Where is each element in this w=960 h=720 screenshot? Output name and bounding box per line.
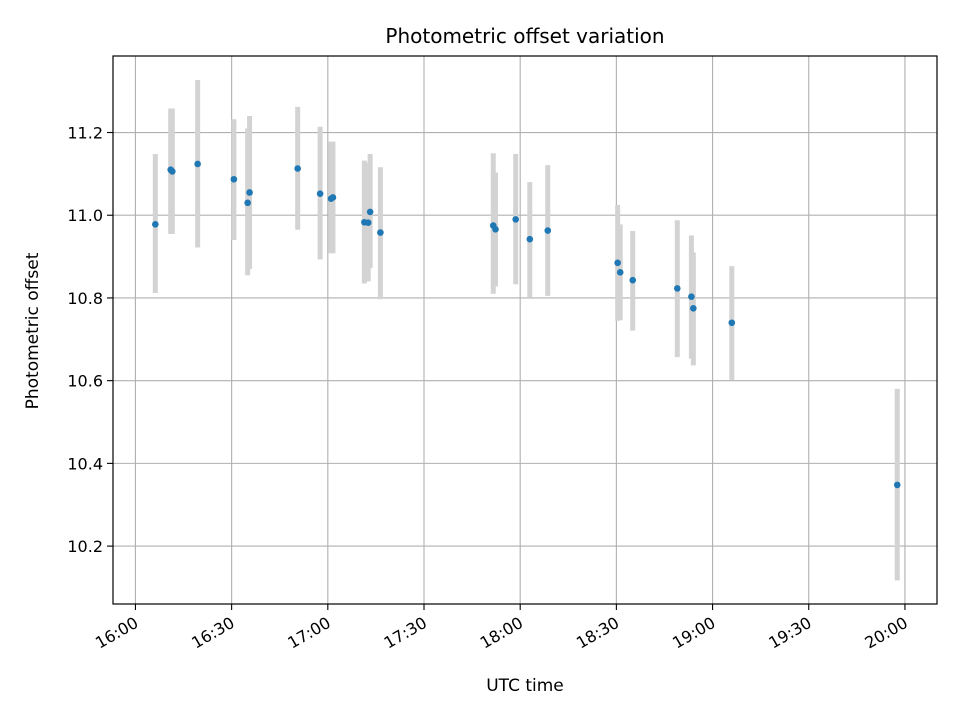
data-point	[169, 168, 176, 175]
data-point	[364, 219, 372, 226]
data-point	[544, 227, 552, 234]
data-point	[492, 225, 499, 233]
data-point	[512, 216, 520, 223]
data-point	[329, 194, 337, 201]
y-axis: 10.2 10.4 10.6 10.8 11.0 11.2	[67, 124, 113, 556]
data-point	[152, 221, 159, 228]
data-point	[194, 160, 201, 168]
data-point	[366, 208, 374, 216]
data-point	[526, 235, 534, 243]
data-point	[230, 175, 238, 183]
y-tick-label: 10.6	[67, 372, 103, 391]
y-tick-label: 11.2	[67, 124, 103, 143]
data-point	[244, 199, 251, 207]
y-tick-label: 10.4	[67, 454, 103, 473]
chart-title: Photometric offset variation	[385, 24, 664, 48]
data-point	[616, 269, 624, 276]
y-tick-label: 10.8	[67, 289, 103, 308]
y-axis-label: Photometric offset	[23, 252, 43, 409]
data-point	[629, 276, 637, 284]
data-point	[690, 304, 697, 312]
y-tick-label: 10.2	[67, 537, 103, 556]
data-point	[614, 259, 621, 267]
data-point	[316, 190, 324, 198]
data-point	[893, 481, 901, 489]
data-points	[152, 160, 901, 489]
data-point	[673, 285, 681, 292]
data-point	[688, 293, 695, 301]
data-point	[294, 165, 301, 172]
x-axis-label: UTC time	[486, 676, 564, 696]
grid	[113, 56, 937, 604]
data-point	[246, 189, 253, 196]
data-point	[377, 229, 384, 236]
plot-frame	[112, 55, 938, 605]
data-point	[728, 319, 736, 327]
y-tick-label: 11.0	[67, 206, 103, 225]
